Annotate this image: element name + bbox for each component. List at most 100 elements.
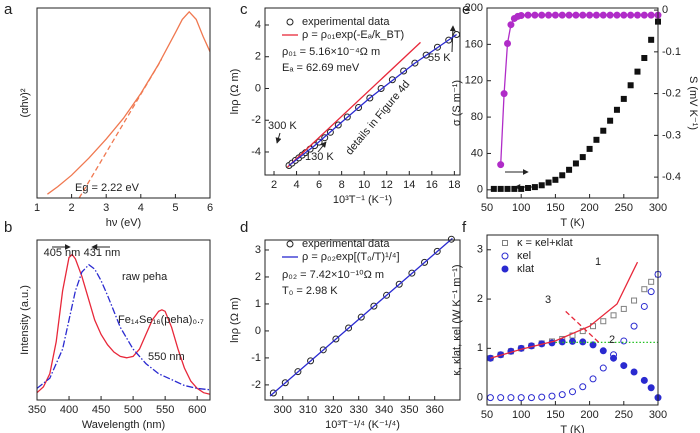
x-axis-label: 10³T⁻¹/⁴ (K⁻¹/⁴) xyxy=(325,419,400,431)
plot-frame xyxy=(486,7,659,199)
panel-label: e xyxy=(462,1,470,18)
y-tick-label: 0 xyxy=(255,82,261,94)
x-axis-label: 10³T⁻¹ (K⁻¹) xyxy=(333,194,392,206)
y2-axis-label: S (mV K⁻¹) xyxy=(687,76,699,130)
marker xyxy=(531,11,539,19)
legend-swatch xyxy=(286,18,294,26)
panel-label: d xyxy=(240,219,248,236)
x-tick-label: 5 xyxy=(172,202,178,214)
series-line xyxy=(490,261,639,359)
series-line xyxy=(269,237,453,397)
x-tick-label: 250 xyxy=(615,202,633,214)
x-axis-label: T (K) xyxy=(560,217,584,229)
marker xyxy=(593,136,600,143)
legend-label: κ = κel+κlat xyxy=(517,237,573,249)
panel-label: b xyxy=(4,219,12,236)
x-tick-label: 360 xyxy=(425,404,443,416)
marker xyxy=(600,127,607,134)
marker xyxy=(599,364,607,372)
marker xyxy=(525,185,532,191)
legend-swatch xyxy=(501,265,509,273)
annotation: Eg = 2.22 eV xyxy=(75,182,140,194)
series-line xyxy=(78,58,163,199)
x-tick-label: 6 xyxy=(207,202,213,214)
plot-frame xyxy=(36,239,211,401)
annotation: T₀ = 2.98 K xyxy=(282,285,338,297)
marker xyxy=(599,11,607,19)
x-tick-label: 8 xyxy=(339,179,345,191)
series-line xyxy=(36,253,211,395)
y-tick-label: 200 xyxy=(465,2,483,14)
y-axis-label: σ (S m⁻¹) xyxy=(451,80,463,126)
marker xyxy=(586,11,594,19)
y-tick-label: -1 xyxy=(251,352,261,364)
annotation: 3 xyxy=(545,294,551,306)
panel: e T (K) σ (S m⁻¹) S (mV K⁻¹) 50 100 150 200 250 3… xyxy=(451,1,699,229)
x-tick-label: 12 xyxy=(381,179,393,191)
x-tick-label: 50 xyxy=(481,409,493,421)
marker xyxy=(647,288,655,296)
x-tick-label: 150 xyxy=(546,202,564,214)
panel-label: c xyxy=(240,1,248,18)
marker xyxy=(620,305,627,312)
x-tick-label: 3 xyxy=(103,202,109,214)
x-tick-label: 300 xyxy=(649,409,667,421)
marker xyxy=(648,278,655,285)
marker xyxy=(527,394,535,402)
marker xyxy=(579,154,586,161)
marker xyxy=(627,82,634,89)
y-tick-label: -4 xyxy=(251,146,261,158)
marker xyxy=(507,21,515,29)
x-tick-label: 200 xyxy=(580,202,598,214)
marker xyxy=(545,179,552,186)
marker xyxy=(572,160,579,167)
marker xyxy=(647,11,655,19)
y-axis-label: (αhν)² xyxy=(19,88,31,117)
y-tick-label: -2 xyxy=(251,379,261,391)
x-tick-label: 450 xyxy=(92,404,110,416)
marker xyxy=(566,166,573,173)
marker xyxy=(511,185,518,192)
marker xyxy=(630,322,638,330)
y-axis-label: Intensity (a.u.) xyxy=(19,285,31,355)
y-tick-label: 80 xyxy=(471,111,483,123)
plot-frame xyxy=(264,239,461,401)
x-tick-label: 320 xyxy=(324,404,342,416)
x-tick-label: 100 xyxy=(512,409,530,421)
x-tick-label: 300 xyxy=(274,404,292,416)
marker xyxy=(518,185,525,192)
x-tick-label: 550 xyxy=(156,404,174,416)
y-tick-label: 3 xyxy=(255,244,261,256)
x-tick-label: 150 xyxy=(546,409,564,421)
annotation: ρ₀₂ = 7.42×10⁻¹⁰Ω m xyxy=(282,269,384,281)
x-tick-label: 200 xyxy=(580,409,598,421)
y-tick-label: 0 xyxy=(255,325,261,337)
annotation: 1 xyxy=(595,256,601,268)
marker xyxy=(640,376,648,384)
panel: fT (K)κ, κlat, κel (W K⁻¹ m⁻¹)50 100 150 20… xyxy=(451,219,667,433)
x-tick-label: 300 xyxy=(649,202,667,214)
legend-swatch xyxy=(502,240,508,246)
marker xyxy=(627,11,635,19)
legend-swatch xyxy=(501,252,509,260)
series-line xyxy=(287,41,421,168)
x-tick-label: 600 xyxy=(188,404,206,416)
x-tick-label: 350 xyxy=(28,404,46,416)
marker xyxy=(613,106,620,113)
marker xyxy=(613,11,621,19)
y-tick-label: 1 xyxy=(477,342,483,354)
y-tick-label: 4 xyxy=(255,19,261,31)
marker xyxy=(569,337,576,345)
marker xyxy=(538,393,546,401)
marker xyxy=(497,161,505,169)
y-tick-label: 2 xyxy=(255,51,261,63)
marker xyxy=(500,90,508,98)
x-tick-label: 330 xyxy=(350,404,368,416)
y2-tick-label: -0.4 xyxy=(662,171,681,183)
marker xyxy=(507,394,515,402)
x-tick-label: 14 xyxy=(403,179,415,191)
marker xyxy=(579,11,587,19)
legend-label: experimental data xyxy=(302,238,390,250)
